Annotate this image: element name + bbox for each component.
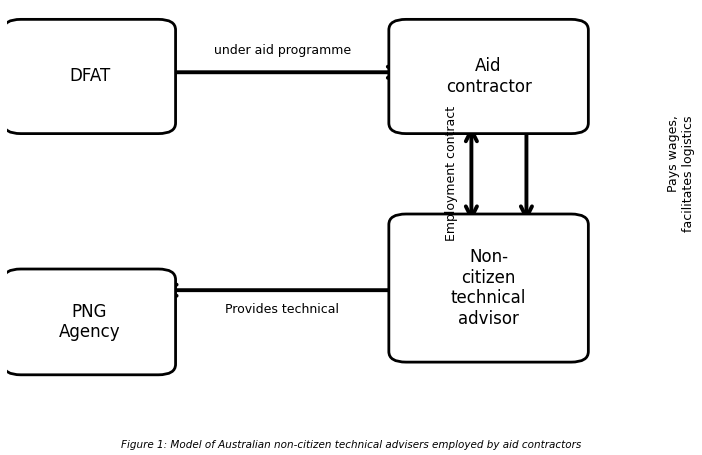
Text: Non-
citizen
technical
advisor: Non- citizen technical advisor — [451, 248, 526, 328]
Text: Pays wages,
facilitates logistics: Pays wages, facilitates logistics — [667, 116, 695, 232]
Text: DFAT: DFAT — [69, 67, 110, 86]
FancyBboxPatch shape — [4, 269, 176, 375]
FancyBboxPatch shape — [389, 214, 588, 362]
FancyBboxPatch shape — [4, 20, 176, 134]
FancyBboxPatch shape — [389, 20, 588, 134]
Text: Employment contract: Employment contract — [444, 106, 458, 241]
Text: Figure 1: Model of Australian non-citizen technical advisers employed by aid con: Figure 1: Model of Australian non-citize… — [121, 440, 581, 450]
Text: under aid programme: under aid programme — [213, 45, 351, 57]
Text: Provides technical: Provides technical — [225, 303, 339, 316]
Text: Aid
contractor: Aid contractor — [446, 57, 531, 96]
Text: PNG
Agency: PNG Agency — [59, 303, 120, 341]
